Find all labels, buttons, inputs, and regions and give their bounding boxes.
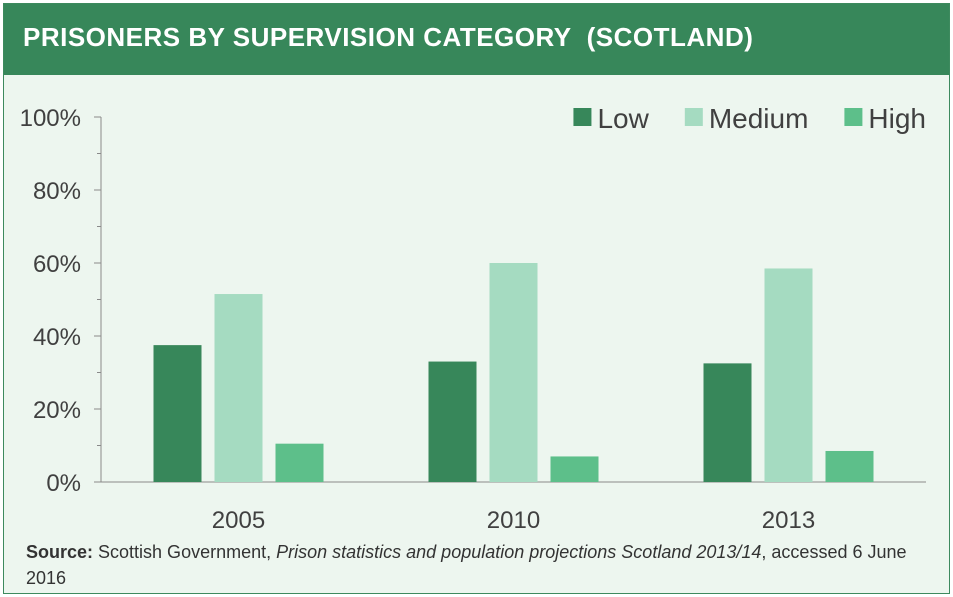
source-publication: Prison statistics and population project… [276,542,762,562]
legend-label: Low [597,103,649,134]
source-accessed: , accessed 6 June 2016 [26,542,907,588]
y-tick-label: 0% [46,470,81,497]
legend-label: High [868,103,926,134]
y-tick-label: 60% [33,251,81,278]
chart-panel: PRISONERS BY SUPERVISION CATEGORY (SCOTL… [3,3,950,594]
chart-header: PRISONERS BY SUPERVISION CATEGORY (SCOTL… [4,4,949,75]
bar-medium-2010 [489,263,538,482]
y-tick-label: 40% [33,324,81,351]
x-tick-label: 2013 [762,507,815,534]
y-tick-label: 20% [33,397,81,424]
source-publisher: Scottish Government, [93,542,277,562]
bar-high-2005 [275,443,324,482]
bar-medium-2013 [764,268,813,482]
bar-high-2013 [825,450,874,482]
legend-swatch-medium [684,108,703,126]
bar-chart: 0% 20% 40% 60% 80% 100% 2005 2010 2013 High Medium… [20,103,926,534]
bar-low-2013 [703,363,752,482]
legend-swatch-high [844,108,863,126]
legend-swatch-low [573,108,592,126]
chart-title: PRISONERS BY SUPERVISION CATEGORY (SCOTL… [23,22,754,52]
bar-low-2005 [153,345,202,482]
x-tick-label: 2010 [487,507,540,534]
y-tick-label: 100% [20,105,81,132]
source-label: Source: [26,542,94,562]
source-note: Source: Scottish Government, Prison stat… [26,539,936,591]
x-tick-label: 2005 [212,507,265,534]
bar-high-2010 [550,456,599,482]
bar-medium-2005 [214,294,263,482]
bar-low-2010 [428,361,477,482]
legend-label: Medium [709,103,809,134]
y-tick-label: 80% [33,178,81,205]
